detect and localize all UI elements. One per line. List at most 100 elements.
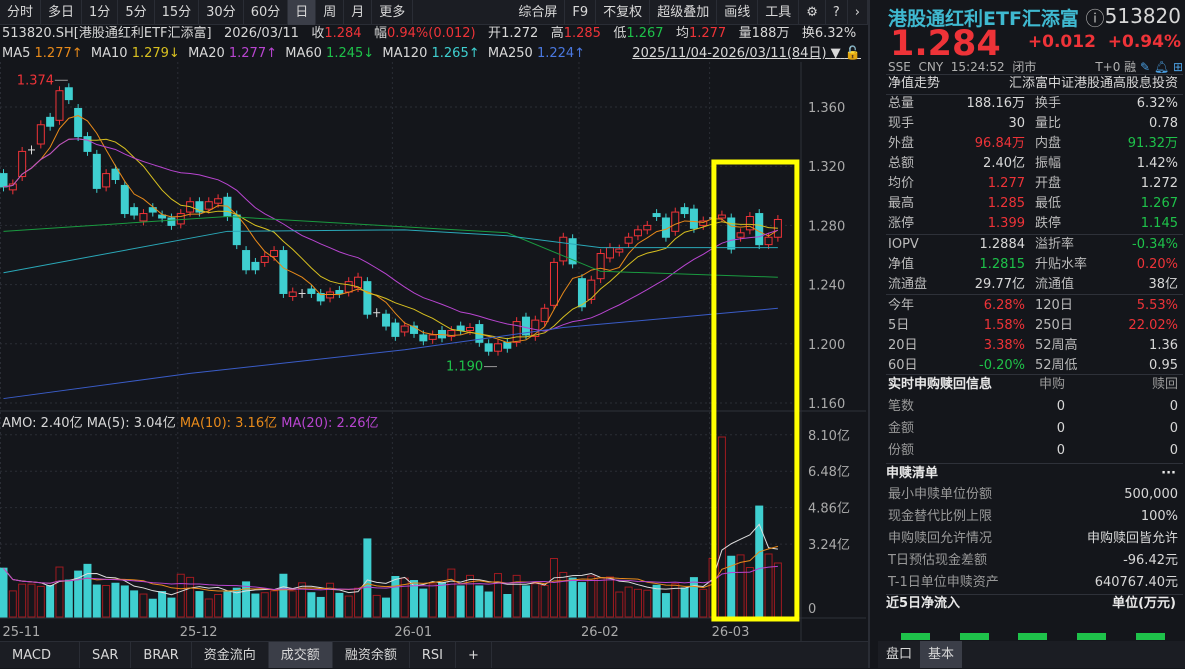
panel-tabs: 盘口 基本 xyxy=(878,641,1185,668)
row-value-2: 1.145 xyxy=(1140,216,1178,231)
candle-body xyxy=(111,168,120,181)
volume-bar xyxy=(298,582,307,618)
date-tick-label: 26-01 xyxy=(394,625,432,640)
volume-bar xyxy=(242,581,251,618)
volume-bar xyxy=(633,588,642,618)
volume-bar xyxy=(64,579,73,618)
volume-bar xyxy=(148,598,157,618)
volume-bar xyxy=(661,593,670,618)
volume-tick-label: 4.86亿 xyxy=(808,502,850,517)
nav-trend-row[interactable]: 净值走势 汇添富中证港股通高股息投资 xyxy=(888,74,1178,94)
candle-body xyxy=(466,327,474,331)
period-tab[interactable]: 30分 xyxy=(199,0,244,25)
candle-body xyxy=(167,217,176,226)
ma20-value: 1.277↑ xyxy=(228,46,277,61)
volume-bar xyxy=(111,582,120,618)
row-label-2: 250日 xyxy=(1035,318,1073,333)
sr-sell-value: 0 xyxy=(1169,421,1178,436)
period-tab[interactable]: 月 xyxy=(344,0,373,25)
info-icon[interactable]: ⓘ xyxy=(1085,8,1105,30)
candle-body xyxy=(335,290,344,294)
market-status-line: SSE CNY 15:24:52 闭市 T+0 融 ✎ 🔔︎ ⊞ xyxy=(888,58,1183,75)
candle-body xyxy=(587,279,596,300)
nav-trend-label[interactable]: 净值走势 xyxy=(888,76,941,91)
period-tab[interactable]: 日 xyxy=(288,0,317,25)
row-label: 60日 xyxy=(888,358,918,373)
help-icon[interactable]: ? xyxy=(826,0,848,25)
candle-body xyxy=(195,201,204,213)
creation-row: 现金替代比例上限 100% xyxy=(888,507,1178,527)
row-label-2: 最低 xyxy=(1035,196,1062,211)
row-label: 今年 xyxy=(888,298,915,313)
edit-icon[interactable]: ✎ xyxy=(1139,60,1151,74)
period-tab[interactable]: 5分 xyxy=(118,0,155,25)
row-label-2: 52周高 xyxy=(1035,338,1078,353)
row-value: 1.277 xyxy=(987,176,1025,191)
add-icon[interactable]: ⊞ xyxy=(1172,60,1183,74)
kline-chart[interactable]: 1.360 1.320 1.280 1.240 1.200 1.160 8.10亿 6.48亿… xyxy=(0,62,866,642)
dropdown-icon[interactable]: ▼ xyxy=(830,46,841,61)
period-tab[interactable]: 1分 xyxy=(82,0,119,25)
panel-tab[interactable]: 盘口 xyxy=(886,647,913,662)
indicator-tab[interactable]: + xyxy=(456,642,492,668)
indicator-tab[interactable]: 成交额 xyxy=(268,642,333,668)
quote-row: IOPV 1.2884 溢折率 -0.34% xyxy=(888,235,1178,255)
candle-body xyxy=(717,214,726,219)
toolbar-tool-button[interactable]: 画线 xyxy=(717,0,759,25)
close-value: 1.284 xyxy=(324,26,362,41)
candle-body xyxy=(102,173,111,188)
toolbar-tool-button[interactable]: 超级叠加 xyxy=(650,0,718,25)
volume-bar xyxy=(223,590,232,618)
volume-bar xyxy=(531,583,540,618)
period-tab[interactable]: 60分 xyxy=(244,0,289,25)
period-tab[interactable]: 多日 xyxy=(41,0,83,25)
sr-buy-header: 申购 xyxy=(1038,377,1065,392)
period-tab[interactable]: 周 xyxy=(316,0,345,25)
quote-row: 今年 6.28% 120日 5.53% xyxy=(888,296,1178,316)
indicator-tab[interactable]: SAR xyxy=(80,642,132,668)
panel-tab[interactable]: 基本 xyxy=(920,641,963,668)
date-range[interactable]: 2025/11/04-2026/03/11(84日) xyxy=(632,46,827,61)
period-tab[interactable]: 15分 xyxy=(155,0,200,25)
row-label: 现手 xyxy=(888,116,915,131)
fund-name: 港股通红利ETF汇添富 ⓘ xyxy=(888,4,1105,31)
close-label: 收 xyxy=(311,26,325,41)
chevron-right-icon[interactable]: › xyxy=(848,0,868,25)
creation-value: 100% xyxy=(1140,509,1178,524)
volume-ma20-line xyxy=(3,565,778,591)
volume-bar xyxy=(699,588,708,618)
period-tab[interactable]: 更多 xyxy=(372,0,414,25)
toolbar-tool-button[interactable]: F9 xyxy=(565,0,597,25)
toolbar-tool-button[interactable]: 工具 xyxy=(758,0,800,25)
indicator-tab[interactable]: 资金流向 xyxy=(192,642,269,668)
quote-row: 总量 188.16万 换手 6.32% xyxy=(888,94,1178,114)
change-pct: +0.94% xyxy=(1107,32,1181,52)
ma20-label: MA20 xyxy=(188,46,225,61)
date-range-selector[interactable]: 2025/11/04-2026/03/11(84日) ▼ 🔓 xyxy=(632,44,861,64)
period-tab[interactable]: 分时 xyxy=(0,0,42,25)
volume-bar xyxy=(587,575,596,618)
toolbar-tool-button[interactable]: 综合屏 xyxy=(511,0,566,25)
candle-body xyxy=(493,343,502,352)
row-value-2: 5.53% xyxy=(1136,298,1178,313)
row-value: 6.28% xyxy=(983,298,1025,313)
bell-icon[interactable]: 🔔︎ xyxy=(1153,60,1170,74)
indicator-tab[interactable]: RSI xyxy=(410,642,456,668)
subscription-header: 实时申购赎回信息 申购 赎回 xyxy=(888,375,1178,395)
indicator-tab[interactable]: MACD xyxy=(0,642,80,668)
creation-row: 申购赎回允许情况 申购赎回皆允许 xyxy=(888,529,1178,549)
more-button[interactable]: ··· xyxy=(1161,466,1176,481)
ma120-value: 1.265↑ xyxy=(431,46,480,61)
candle-body xyxy=(83,136,92,152)
panel-divider[interactable] xyxy=(868,0,870,668)
amo-legend: AMO: 2.40亿 MA(5): 3.04亿 MA(10): 3.16亿 MA… xyxy=(2,415,379,433)
candle-body xyxy=(400,325,409,333)
indicator-tab[interactable]: BRAR xyxy=(131,642,192,668)
gear-icon[interactable]: ⚙ xyxy=(799,0,826,25)
lock-icon[interactable]: 🔓 xyxy=(844,46,861,61)
date-tick-label: 26-03 xyxy=(712,625,750,640)
candle-body xyxy=(512,321,521,343)
indicator-tab[interactable]: 融资余额 xyxy=(333,642,410,668)
price-tick-label: 1.320 xyxy=(808,160,845,175)
toolbar-tool-button[interactable]: 不复权 xyxy=(596,0,651,25)
